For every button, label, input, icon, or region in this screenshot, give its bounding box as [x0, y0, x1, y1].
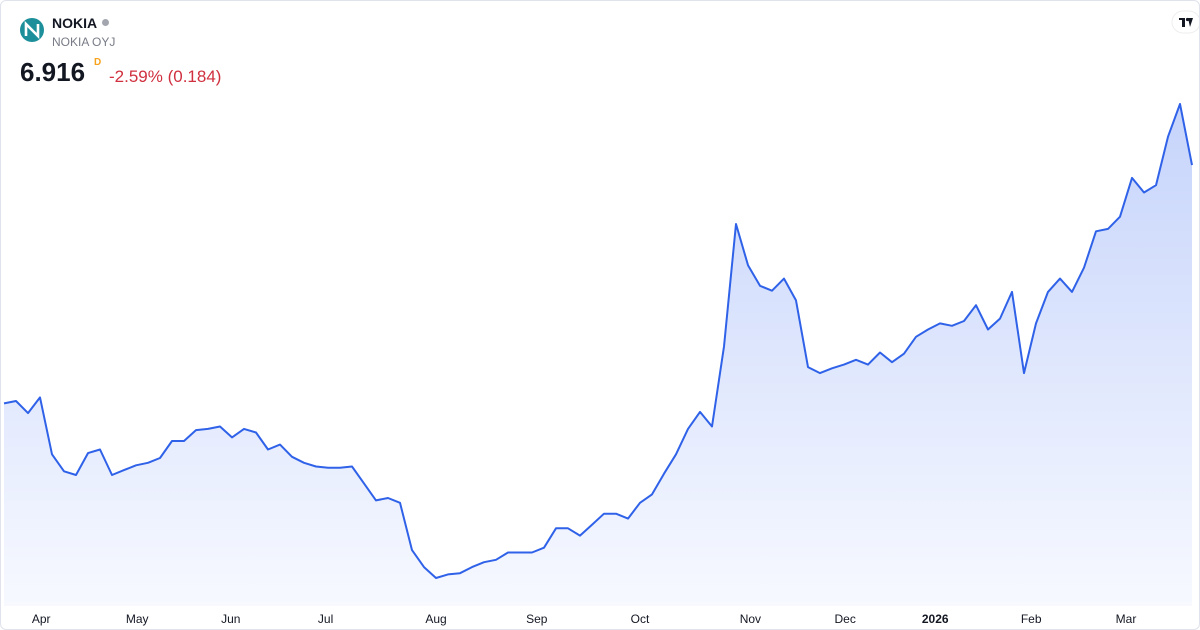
x-tick-label: Mar	[1116, 612, 1137, 626]
area-fill	[4, 104, 1192, 606]
x-tick-label: Jul	[318, 612, 333, 626]
price: 6.916	[20, 57, 86, 87]
x-tick-label: Feb	[1021, 612, 1042, 626]
x-tick-label: Nov	[740, 612, 761, 626]
symbol-name: NOKIA	[52, 15, 98, 31]
symbol: NOKIA	[52, 15, 110, 31]
interval: D	[94, 57, 102, 68]
x-tick-label: Aug	[425, 612, 446, 626]
price-change: -2.59% (0.184)	[109, 67, 222, 86]
x-tick-label: Jun	[221, 612, 240, 626]
x-tick-label: Sep	[526, 612, 548, 626]
logo	[20, 18, 44, 42]
x-tick-label: May	[126, 612, 149, 626]
tv-logo[interactable]	[1171, 10, 1200, 34]
x-tick-label: Oct	[631, 612, 650, 626]
status-dot	[102, 19, 110, 26]
company-name: NOKIA OYJ	[52, 35, 116, 49]
x-tick-label: Dec	[835, 612, 856, 626]
price-line	[3, 103, 1193, 579]
x-tick-label: Apr	[32, 612, 51, 626]
x-tick-label: 2026	[922, 612, 949, 626]
